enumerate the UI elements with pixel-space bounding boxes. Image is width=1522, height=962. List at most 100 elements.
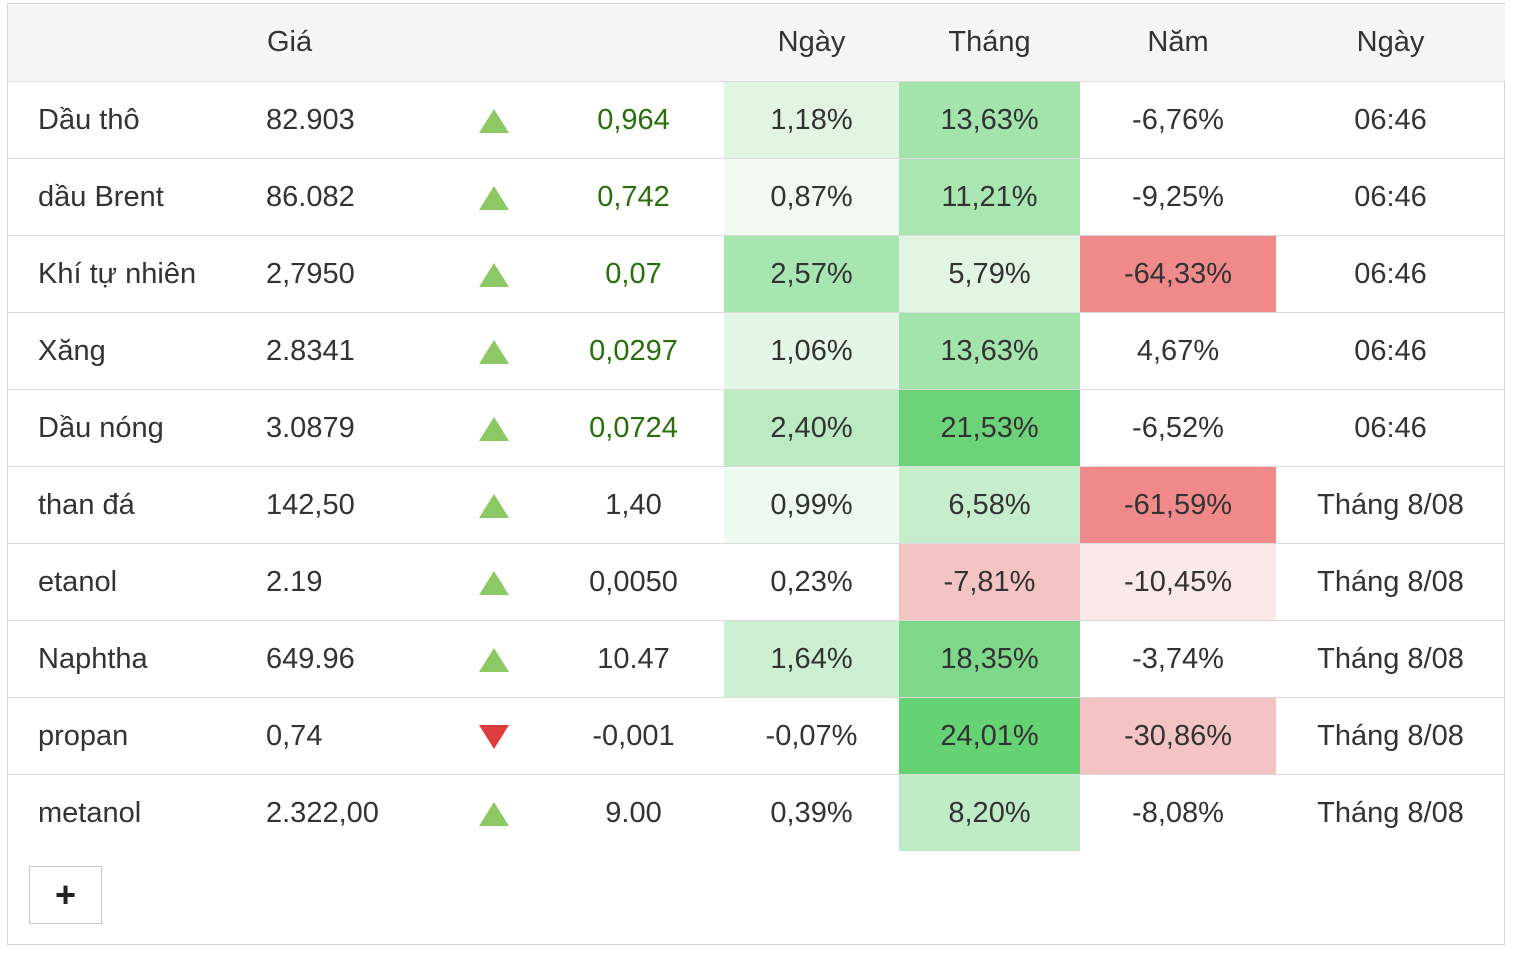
direction-cell	[444, 466, 543, 544]
direction-cell	[444, 543, 543, 621]
table-row[interactable]: metanol 2.322,00 9.00 0,39% 8,20% -8,08% Tháng…	[8, 774, 1505, 851]
price-cell: 0,74	[266, 697, 444, 775]
table-row[interactable]: Dầu thô 82.903 0,964 1,18% 13,63% -6,76% 06:46	[8, 81, 1505, 159]
time-cell: 06:46	[1276, 312, 1505, 390]
arrow-up-icon	[478, 647, 509, 672]
price-cell: 2.322,00	[266, 796, 379, 829]
price-cell: 86.082	[266, 158, 444, 236]
commodity-name-link[interactable]: dầu Brent	[8, 158, 266, 236]
header-name[interactable]	[8, 4, 266, 82]
year-pct-cell: -30,86%	[1080, 697, 1276, 775]
table-row[interactable]: Dầu nóng 3.0879 0,0724 2,40% 21,53% -6,52% 06:…	[8, 389, 1505, 467]
commodities-table-panel: Giá Ngày Tháng Năm Ngày Dầu thô 82.903 0,9…	[7, 3, 1505, 945]
table-row[interactable]: dầu Brent 86.082 0,742 0,87% 11,21% -9,25% 06:…	[8, 158, 1505, 236]
direction-cell	[444, 81, 543, 159]
time-cell: 06:46	[1276, 81, 1505, 159]
arrow-up-icon	[478, 416, 509, 441]
price-cell: 3.0879	[266, 389, 444, 467]
commodity-name-link[interactable]: Xăng	[8, 312, 266, 390]
table-row[interactable]: Xăng 2.8341 0,0297 1,06% 13,63% 4,67% 06:46	[8, 312, 1505, 390]
table-row[interactable]: Khí tự nhiên 2,7950 0,07 2,57% 5,79% -64,33% 0…	[8, 235, 1505, 313]
commodity-name-link[interactable]: Dầu nóng	[8, 389, 266, 467]
table-row[interactable]: etanol 2.19 0,0050 0,23% -7,81% -10,45% Tháng …	[8, 543, 1505, 621]
change-cell: -0,001	[543, 697, 724, 775]
year-pct-cell: 4,67%	[1080, 312, 1276, 390]
change-cell: 0,0297	[543, 312, 724, 390]
year-pct-cell: -3,74%	[1080, 620, 1276, 698]
commodity-name-link[interactable]: metanol	[38, 796, 142, 829]
day-pct-cell: 2,57%	[724, 235, 899, 313]
header-price[interactable]: Giá	[266, 4, 444, 82]
header-day[interactable]: Ngày	[724, 4, 899, 82]
day-pct-cell: 1,18%	[724, 81, 899, 159]
direction-cell	[444, 697, 543, 775]
time-cell: 06:46	[1276, 389, 1505, 467]
arrow-up-icon	[478, 108, 509, 133]
commodity-name-link[interactable]: propan	[8, 697, 266, 775]
commodity-name-link[interactable]: than đá	[8, 466, 266, 544]
time-cell: Tháng 8/08	[1317, 796, 1464, 829]
arrow-down-icon	[478, 724, 509, 749]
price-cell: 142,50	[266, 466, 444, 544]
price-cell: 2.8341	[266, 312, 444, 390]
change-cell: 0,0050	[543, 543, 724, 621]
table-header-row: Giá Ngày Tháng Năm Ngày	[8, 4, 1505, 82]
month-pct-cell: 11,21%	[899, 158, 1080, 236]
arrow-up-icon	[478, 570, 509, 595]
direction-cell	[444, 620, 543, 698]
header-time[interactable]: Ngày	[1276, 4, 1505, 82]
add-button[interactable]: +	[29, 866, 102, 924]
price-cell: 649.96	[266, 620, 444, 698]
time-cell: Tháng 8/08	[1276, 543, 1505, 621]
direction-cell	[444, 235, 543, 313]
year-pct-cell: -61,59%	[1080, 466, 1276, 544]
time-cell: 06:46	[1276, 158, 1505, 236]
day-pct-cell: -0,07%	[724, 697, 899, 775]
arrow-up-icon	[478, 185, 509, 210]
year-pct-cell: -64,33%	[1080, 235, 1276, 313]
arrow-up-icon	[478, 801, 509, 826]
change-cell: 0,964	[543, 81, 724, 159]
header-change[interactable]	[543, 4, 724, 82]
arrow-up-icon	[478, 493, 509, 518]
year-pct-cell: -9,25%	[1080, 158, 1276, 236]
header-arrow	[444, 4, 543, 82]
day-pct-cell: 0,87%	[724, 158, 899, 236]
price-cell: 2.19	[266, 543, 444, 621]
year-pct-cell: -6,52%	[1080, 389, 1276, 467]
month-pct-cell: 24,01%	[899, 697, 1080, 775]
commodity-name-link[interactable]: Naphtha	[8, 620, 266, 698]
day-pct-cell: 1,06%	[724, 312, 899, 390]
direction-cell	[444, 158, 543, 236]
change-cell: 9.00	[605, 796, 662, 829]
day-pct-cell: 0,23%	[724, 543, 899, 621]
month-pct-cell: 13,63%	[899, 312, 1080, 390]
commodity-name-link[interactable]: etanol	[8, 543, 266, 621]
arrow-up-icon	[478, 339, 509, 364]
month-pct-cell: 21,53%	[899, 389, 1080, 467]
change-cell: 0,742	[543, 158, 724, 236]
change-cell: 0,0724	[543, 389, 724, 467]
month-pct-cell: 13,63%	[899, 81, 1080, 159]
time-cell: Tháng 8/08	[1276, 697, 1505, 775]
arrow-up-icon	[478, 262, 509, 287]
direction-cell	[444, 312, 543, 390]
commodity-name-link[interactable]: Dầu thô	[8, 81, 266, 159]
change-cell: 0,07	[543, 235, 724, 313]
day-pct-cell: 1,64%	[724, 620, 899, 698]
table-row[interactable]: propan 0,74 -0,001 -0,07% 24,01% -30,86% Tháng…	[8, 697, 1505, 775]
year-pct-cell: -8,08%	[1132, 796, 1224, 829]
day-pct-cell: 2,40%	[724, 389, 899, 467]
header-year[interactable]: Năm	[1080, 4, 1276, 82]
table-row[interactable]: Naphtha 649.96 10.47 1,64% 18,35% -3,74% Tháng…	[8, 620, 1505, 698]
price-cell: 2,7950	[266, 235, 444, 313]
commodity-name-link[interactable]: Khí tự nhiên	[8, 235, 266, 313]
year-pct-cell: -6,76%	[1080, 81, 1276, 159]
header-month[interactable]: Tháng	[899, 4, 1080, 82]
price-cell: 82.903	[266, 81, 444, 159]
table-row[interactable]: than đá 142,50 1,40 0,99% 6,58% -61,59% Tháng …	[8, 466, 1505, 544]
day-pct-cell: 0,99%	[724, 466, 899, 544]
time-cell: 06:46	[1276, 235, 1505, 313]
month-pct-cell: 5,79%	[899, 235, 1080, 313]
day-pct-cell: 0,39%	[770, 796, 853, 829]
